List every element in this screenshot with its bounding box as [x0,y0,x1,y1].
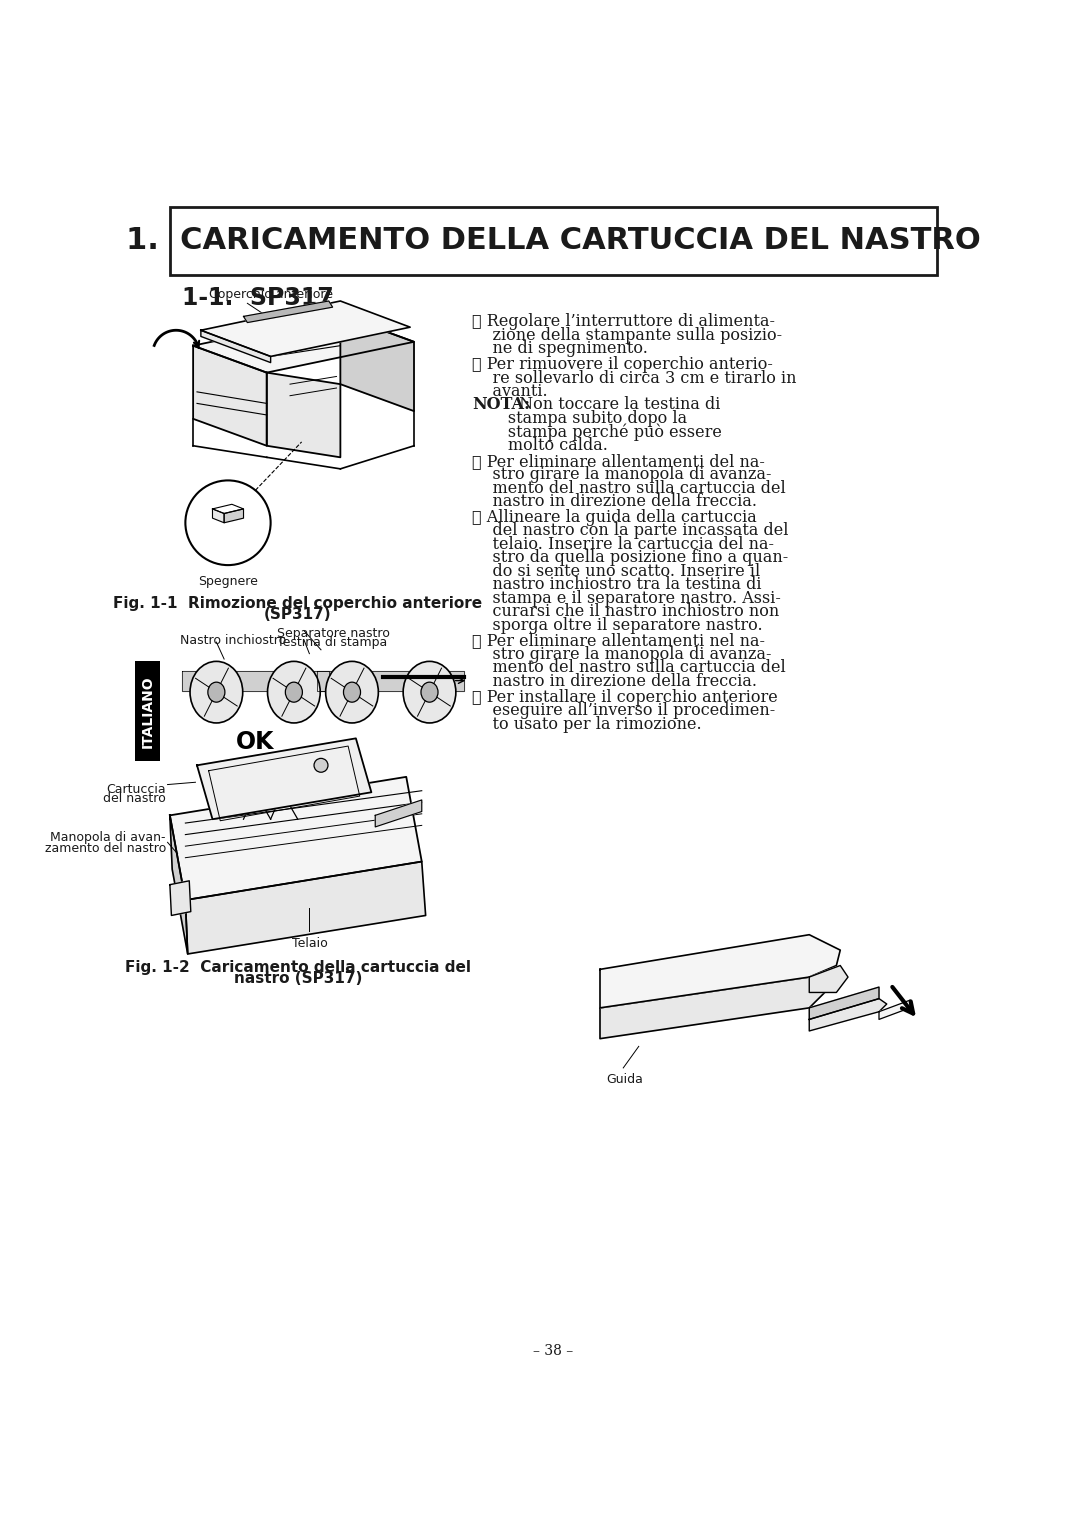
Text: stro da quella posizione fino a quan-: stro da quella posizione fino a quan- [472,549,788,566]
Ellipse shape [326,661,378,724]
Text: NOTA:: NOTA: [472,397,530,414]
Polygon shape [809,987,879,1019]
Text: 1.  CARICAMENTO DELLA CARTUCCIA DEL NASTRO: 1. CARICAMENTO DELLA CARTUCCIA DEL NASTR… [126,227,981,256]
Text: stampa subito dopo la: stampa subito dopo la [472,409,687,428]
Polygon shape [267,373,340,457]
Text: nastro inchiostro tra la testina di: nastro inchiostro tra la testina di [472,576,761,593]
Text: stro girare la manopola di avanza-: stro girare la manopola di avanza- [472,466,771,483]
Text: curarsi che il nastro inchiostro non: curarsi che il nastro inchiostro non [472,602,780,621]
Text: Spegnere: Spegnere [198,575,258,589]
Polygon shape [318,670,464,691]
Text: del nastro: del nastro [104,793,166,805]
Text: mento del nastro sulla cartuccia del: mento del nastro sulla cartuccia del [472,659,786,676]
Text: stampa e il separatore nastro. Assi-: stampa e il separatore nastro. Assi- [472,590,781,607]
Text: telaio. Inserire la cartuccia del na-: telaio. Inserire la cartuccia del na- [472,537,774,553]
Text: mento del nastro sulla cartuccia del: mento del nastro sulla cartuccia del [472,480,786,497]
Polygon shape [600,977,825,1039]
Polygon shape [600,935,840,1007]
Polygon shape [201,330,271,363]
Text: Cartuccia: Cartuccia [106,783,166,796]
Text: Nastro inchiostro: Nastro inchiostro [180,635,286,647]
Text: ne di spegnimento.: ne di spegnimento. [472,340,648,357]
Ellipse shape [343,682,361,702]
Text: – 38 –: – 38 – [534,1344,573,1358]
Polygon shape [170,816,188,954]
Text: stampa perché può essere: stampa perché può essere [472,423,723,442]
Text: do si sente uno scatto. Inserire il: do si sente uno scatto. Inserire il [472,563,760,579]
Text: Fig. 1-2  Caricamento della cartuccia del: Fig. 1-2 Caricamento della cartuccia del [125,960,471,975]
Polygon shape [170,777,422,900]
Polygon shape [375,800,422,826]
Text: 1-1.  SP317: 1-1. SP317 [181,285,334,310]
Polygon shape [181,670,328,691]
Polygon shape [243,300,333,322]
Polygon shape [213,509,225,523]
Ellipse shape [403,661,456,724]
Polygon shape [170,881,191,915]
Text: nastro in direzione della freccia.: nastro in direzione della freccia. [472,673,757,690]
Text: Coperchio anteriore: Coperchio anteriore [208,288,333,300]
FancyBboxPatch shape [170,207,937,274]
Polygon shape [340,314,414,411]
Text: Testina di stampa: Testina di stampa [276,636,387,648]
Polygon shape [193,345,267,446]
FancyBboxPatch shape [135,661,160,762]
Text: molto calda.: molto calda. [472,437,608,454]
Text: to usato per la rimozione.: to usato per la rimozione. [472,716,702,733]
Text: Guida: Guida [606,1073,643,1087]
Text: (SP317): (SP317) [264,607,332,622]
Text: Fig. 1-1  Rimozione del coperchio anteriore: Fig. 1-1 Rimozione del coperchio anterio… [113,596,483,612]
Text: zione della stampante sulla posizio-: zione della stampante sulla posizio- [472,327,782,343]
Text: ⑤ Per eliminare allentamenti nel na-: ⑤ Per eliminare allentamenti nel na- [472,633,765,650]
Text: OK: OK [235,730,274,754]
Text: ⑥ Per installare il coperchio anteriore: ⑥ Per installare il coperchio anteriore [472,688,778,705]
Text: ② Per rimuovere il coperchio anterio-: ② Per rimuovere il coperchio anterio- [472,356,773,373]
Text: Manopola di avan-: Manopola di avan- [51,831,166,843]
Polygon shape [809,966,848,992]
Circle shape [314,759,328,773]
Text: zamento del nastro: zamento del nastro [44,842,166,855]
Polygon shape [225,509,243,523]
Polygon shape [201,300,410,357]
Text: ITALIANO: ITALIANO [140,675,154,748]
Text: Telaio: Telaio [292,937,327,950]
Polygon shape [193,314,414,373]
Text: ① Regolare l’interruttore di alimenta-: ① Regolare l’interruttore di alimenta- [472,313,775,330]
Text: nastro in direzione della freccia.: nastro in direzione della freccia. [472,494,757,510]
Text: del nastro con la parte incassata del: del nastro con la parte incassata del [472,523,788,540]
Circle shape [186,480,271,566]
Text: Non toccare la testina di: Non toccare la testina di [514,397,720,414]
Text: nastro (SP317): nastro (SP317) [233,970,362,986]
Ellipse shape [190,661,243,724]
Ellipse shape [285,682,302,702]
Ellipse shape [268,661,321,724]
Text: ③ Per eliminare allentamenti del na-: ③ Per eliminare allentamenti del na- [472,452,765,469]
Text: ④ Allineare la guida della cartuccia: ④ Allineare la guida della cartuccia [472,509,757,526]
Polygon shape [809,998,887,1032]
Polygon shape [186,862,426,954]
Polygon shape [213,504,243,514]
Text: Separatore nastro: Separatore nastro [276,627,390,639]
Ellipse shape [207,682,225,702]
Text: sporga oltre il separatore nastro.: sporga oltre il separatore nastro. [472,616,762,633]
Text: re sollevarlo di circa 3 cm e tirarlo in: re sollevarlo di circa 3 cm e tirarlo in [472,369,797,386]
Text: eseguire all’inverso il procedimen-: eseguire all’inverso il procedimen- [472,702,775,719]
Polygon shape [879,1000,910,1019]
Polygon shape [197,739,372,819]
Ellipse shape [421,682,438,702]
Text: avanti.: avanti. [472,383,548,400]
Text: stro girare la manopola di avanza-: stro girare la manopola di avanza- [472,645,771,662]
